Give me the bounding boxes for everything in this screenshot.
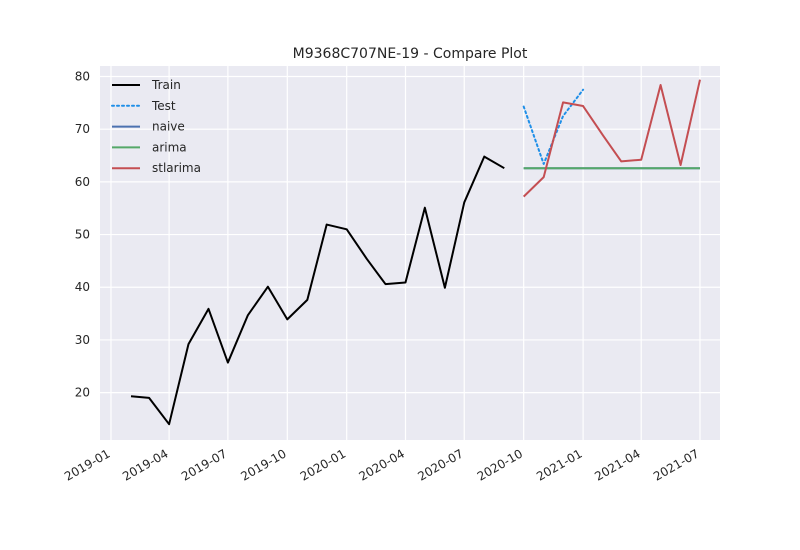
- x-tick-label: 2020-10: [475, 446, 525, 483]
- x-tick-label: 2019-07: [179, 446, 229, 483]
- y-tick-label: 60: [75, 175, 90, 189]
- y-tick-label: 70: [75, 122, 90, 136]
- series-line-stlarima: [522, 79, 701, 198]
- y-tick-label: 80: [75, 70, 90, 84]
- x-tick-label: 2021-04: [592, 446, 642, 483]
- legend-label-naive: naive: [152, 120, 185, 134]
- chart-title: M9368C707NE-19 - Compare Plot: [293, 46, 528, 62]
- x-tick-label: 2020-07: [415, 446, 465, 483]
- legend-label-stlarima: stlarima: [152, 161, 201, 175]
- legend: Train Test naive arima stlarima: [111, 78, 201, 175]
- y-tick-label: 50: [75, 228, 90, 242]
- x-tick-label: 2021-07: [651, 446, 701, 483]
- y-tick-label: 30: [75, 333, 90, 347]
- grid: [100, 66, 720, 440]
- x-axis-ticks: 2019-01 2019-04 2019-07 2019-10 2020-01 2020-…: [62, 446, 701, 483]
- y-tick-label: 20: [75, 386, 90, 400]
- legend-label-train: Train: [151, 78, 181, 92]
- series-line-train: [130, 155, 505, 426]
- x-tick-label: 2020-01: [298, 446, 348, 483]
- x-tick-label: 2020-04: [357, 446, 407, 483]
- x-tick-label: 2019-04: [120, 446, 170, 483]
- y-axis-ticks: 20 30 40 50 60 70 80: [75, 70, 90, 400]
- series-lines: [130, 79, 701, 426]
- x-tick-label: 2019-10: [238, 446, 288, 483]
- legend-label-arima: arima: [152, 140, 187, 154]
- plot-area: [100, 66, 720, 440]
- legend-label-test: Test: [151, 99, 176, 113]
- x-tick-label: 2019-01: [62, 446, 112, 483]
- x-tick-label: 2021-01: [534, 446, 584, 483]
- y-tick-label: 40: [75, 280, 90, 294]
